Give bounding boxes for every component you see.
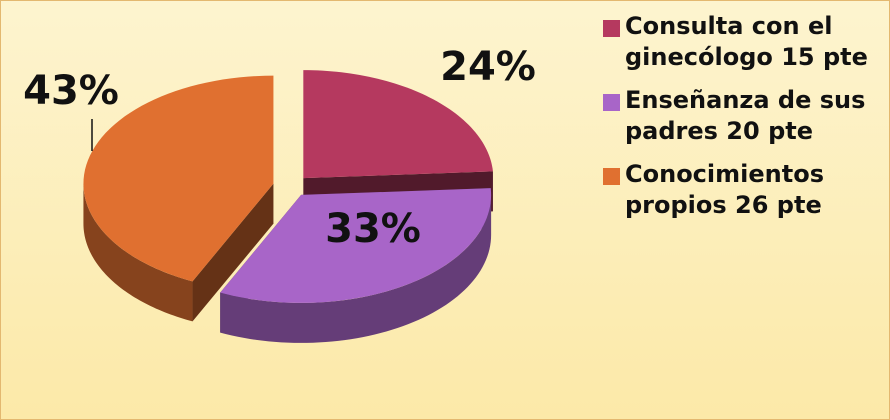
legend-label: Enseñanza de sus padres 20 pte bbox=[625, 86, 866, 145]
legend-entry: Conocimientos propios 26 pte bbox=[599, 159, 884, 221]
data-label: 33% bbox=[325, 206, 421, 252]
data-label: 24% bbox=[440, 44, 536, 90]
slice-side bbox=[220, 194, 492, 343]
slice-wall bbox=[192, 183, 274, 322]
legend-entry: Consulta con el ginecólogo 15 pte bbox=[599, 11, 884, 73]
legend-label: Consulta con el ginecólogo 15 pte bbox=[625, 12, 868, 71]
legend-swatch bbox=[603, 20, 620, 37]
slice-side bbox=[83, 183, 193, 322]
pie-area: 24% 33% 43% bbox=[23, 44, 536, 343]
legend-swatch bbox=[603, 168, 620, 185]
legend: Consulta con el ginecólogo 15 pte Enseñan… bbox=[599, 11, 884, 233]
slice bbox=[83, 75, 274, 282]
legend-swatch bbox=[603, 94, 620, 111]
slice bbox=[220, 188, 492, 303]
slice bbox=[303, 70, 493, 179]
legend-label: Conocimientos propios 26 pte bbox=[625, 160, 824, 219]
legend-entry: Enseñanza de sus padres 20 pte bbox=[599, 85, 884, 147]
data-label: 43% bbox=[23, 68, 119, 114]
